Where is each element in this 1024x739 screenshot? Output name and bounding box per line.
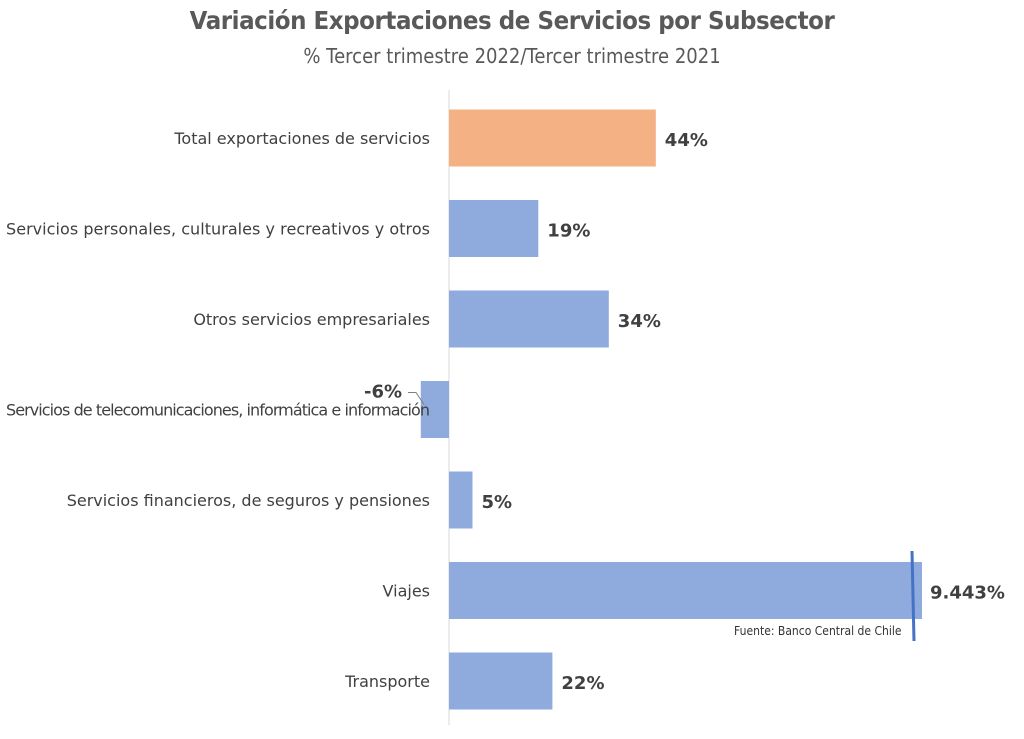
bar — [449, 109, 656, 167]
bar — [449, 471, 473, 529]
category-label: Servicios de telecomunicaciones, informá… — [6, 401, 430, 420]
data-label: 44% — [665, 130, 708, 151]
data-label: 19% — [547, 221, 590, 242]
category-label: Servicios personales, culturales y recre… — [6, 220, 430, 239]
data-label: 34% — [618, 311, 661, 332]
bar — [449, 652, 553, 710]
category-label: Otros servicios empresariales — [193, 310, 430, 329]
bar — [449, 200, 539, 257]
chart-title: Variación Exportaciones de Servicios por… — [189, 6, 835, 35]
leader-line — [408, 392, 425, 405]
source-note: Fuente: Banco Central de Chile — [734, 624, 902, 638]
data-label: 5% — [482, 492, 513, 513]
data-label: 22% — [561, 673, 604, 694]
bar — [449, 562, 922, 619]
category-label: Viajes — [383, 582, 430, 601]
axis-break-line — [910, 550, 916, 642]
bar — [420, 381, 449, 438]
chart-subtitle: % Tercer trimestre 2022/Tercer trimestre… — [303, 44, 721, 68]
bar — [449, 290, 609, 348]
category-label: Servicios financieros, de seguros y pens… — [67, 491, 430, 510]
category-label: Total exportaciones de servicios — [173, 129, 430, 148]
data-label: -6% — [364, 382, 402, 403]
data-label: 9.443% — [930, 583, 1005, 604]
category-label: Transporte — [344, 672, 430, 691]
